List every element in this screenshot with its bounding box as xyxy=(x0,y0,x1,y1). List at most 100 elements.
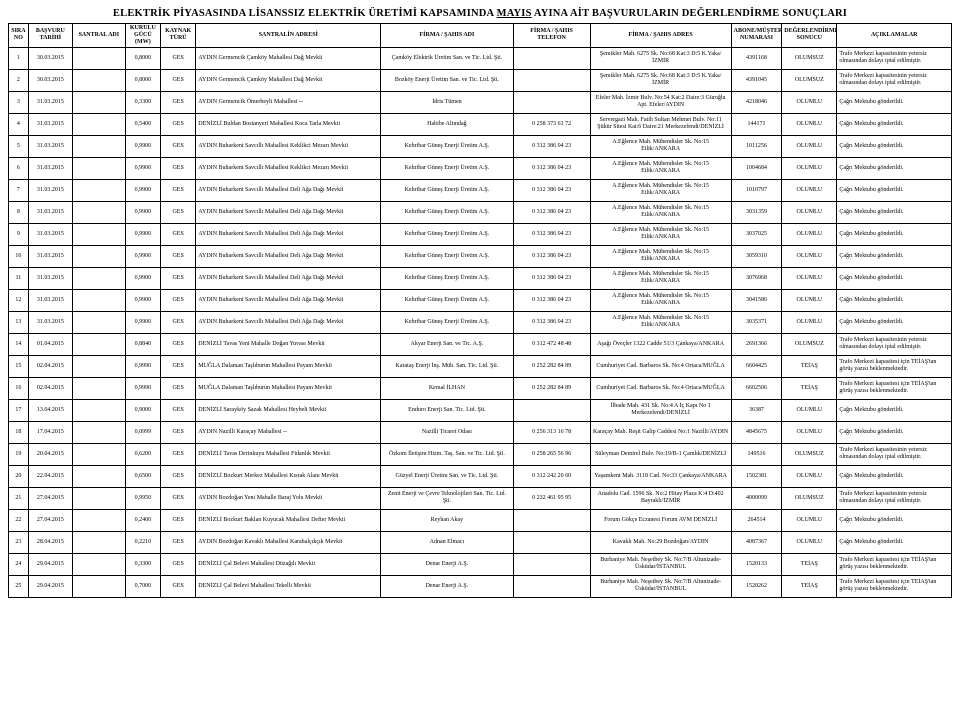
cell-abone: 6602506 xyxy=(731,377,782,399)
cell-abone: 4391045 xyxy=(731,69,782,91)
cell-acik: Çağrı Mektubu gönderildi. xyxy=(837,399,952,421)
cell-guc: 0,9900 xyxy=(125,245,160,267)
cell-guc: 0,0999 xyxy=(125,421,160,443)
cell-acik: Çağrı Mektubu gönderildi. xyxy=(837,179,952,201)
cell-sira: 10 xyxy=(9,245,29,267)
cell-tel xyxy=(513,91,590,113)
cell-fadres: Burhaniye Mah. Neşetbey Sk. No:7/B Altun… xyxy=(590,575,731,597)
cell-tarih: 31.03.2015 xyxy=(28,201,72,223)
cell-tel: 0 312 386 04 23 xyxy=(513,223,590,245)
cell-guc: 0,9000 xyxy=(125,399,160,421)
cell-tel: 0 312 386 04 23 xyxy=(513,157,590,179)
cell-abone: 149516 xyxy=(731,443,782,465)
cell-sonuc: OLUMLU xyxy=(782,113,837,135)
cell-tarih: 31.03.2015 xyxy=(28,157,72,179)
cell-sonuc: OLUMLU xyxy=(782,91,837,113)
h-guc: KURULU GÜCÜ (MW) xyxy=(125,24,160,48)
cell-guc: 0,3300 xyxy=(125,553,160,575)
table-row: 2429.04.20150,3300GESDENİZLİ Çal Belevi … xyxy=(9,553,952,575)
table-row: 2127.04.20150,9950GESAYDIN Bozdoğan Yeni… xyxy=(9,487,952,509)
cell-fadres: A.Eğlence Mah. Mühendisler Sk. No:15 Etl… xyxy=(590,179,731,201)
cell-santral xyxy=(72,179,125,201)
cell-guc: 0,9900 xyxy=(125,179,160,201)
cell-santral xyxy=(72,91,125,113)
cell-santral xyxy=(72,333,125,355)
cell-tarih: 22.04.2015 xyxy=(28,465,72,487)
cell-sira: 7 xyxy=(9,179,29,201)
cell-tur: GES xyxy=(161,575,196,597)
cell-firma: Kehribar Güneş Enerji Üretim A.Ş. xyxy=(381,157,513,179)
cell-guc: 0,9990 xyxy=(125,355,160,377)
cell-santral xyxy=(72,135,125,157)
cell-tur: GES xyxy=(161,135,196,157)
cell-tarih: 27.04.2015 xyxy=(28,487,72,509)
cell-tur: GES xyxy=(161,465,196,487)
cell-sira: 17 xyxy=(9,399,29,421)
cell-santral xyxy=(72,377,125,399)
cell-adres: AYDIN Buharkent Savcıllı Mahallesi Kekli… xyxy=(196,135,381,157)
cell-acik: Çağrı Mektubu gönderildi. xyxy=(837,509,952,531)
cell-sonuc: OLUMSUZ xyxy=(782,69,837,91)
cell-tarih: 28.04.2015 xyxy=(28,531,72,553)
cell-sira: 4 xyxy=(9,113,29,135)
cell-sira: 14 xyxy=(9,333,29,355)
cell-adres: DENİZLİ Çal Belevi Mahallesi Tekelli Mev… xyxy=(196,575,381,597)
table-row: 331.03.20150,3300GESAYDIN Germencik Ömer… xyxy=(9,91,952,113)
cell-tarih: 29.04.2015 xyxy=(28,553,72,575)
cell-adres: AYDIN Bozdoğan Kavaklı Mahallesi Karabal… xyxy=(196,531,381,553)
cell-adres: MUĞLA Dalaman Taşlıburun Mahallesi Payam… xyxy=(196,355,381,377)
cell-santral xyxy=(72,47,125,69)
cell-firma: Bozköy Enerji Üretim San. ve Tic. Ltd. Ş… xyxy=(381,69,513,91)
cell-adres: AYDIN Germencik Çamköy Mahallesi Dağ Mev… xyxy=(196,47,381,69)
cell-sonuc: OLUMSUZ xyxy=(782,443,837,465)
table-row: 1131.03.20150,9900GESAYDIN Buharkent Sav… xyxy=(9,267,952,289)
cell-tur: GES xyxy=(161,289,196,311)
cell-abone: 3035371 xyxy=(731,311,782,333)
cell-fadres: Kavaklı Mah. No:29 Bozdoğan/AYDIN xyxy=(590,531,731,553)
title-pre: ELEKTRİK PİYASASINDA LİSANSSIZ ELEKTRİK … xyxy=(113,8,497,19)
table-row: 731.03.20150,9900GESAYDIN Buharkent Savc… xyxy=(9,179,952,201)
cell-firma: Kemal İLHAN xyxy=(381,377,513,399)
cell-tur: GES xyxy=(161,179,196,201)
cell-firma: İdris Tümen xyxy=(381,91,513,113)
title-month: MAYIS xyxy=(497,8,532,19)
cell-adres: DENİZLİ Bozkurt Baklan Kuyucak Mahallesi… xyxy=(196,509,381,531)
cell-sonuc: OLUMLU xyxy=(782,465,837,487)
cell-firma: Kehribar Güneş Enerji Üretim A.Ş. xyxy=(381,245,513,267)
cell-adres: DENİZLİ Tavas Yeni Mahalle Doğan Yuvası … xyxy=(196,333,381,355)
cell-abone: 3041586 xyxy=(731,289,782,311)
cell-sonuc: OLUMLU xyxy=(782,135,837,157)
cell-tarih: 31.03.2015 xyxy=(28,135,72,157)
table-row: 1031.03.20150,9900GESAYDIN Buharkent Sav… xyxy=(9,245,952,267)
cell-tur: GES xyxy=(161,311,196,333)
cell-fadres: İlbade Mah. 431 Sk. No:4 A İç Kapı No 1 … xyxy=(590,399,731,421)
header-row: SIRA NO BAŞVURU TARİHİ SANTRAL ADI KURUL… xyxy=(9,24,952,48)
table-row: 1920.04.20150,6200GESDENİZLİ Tavas Derin… xyxy=(9,443,952,465)
cell-tarih: 30.03.2015 xyxy=(28,47,72,69)
cell-tarih: 31.03.2015 xyxy=(28,223,72,245)
cell-fadres: Karaçay Mah. Reşit Galip Caddesi No:1 Na… xyxy=(590,421,731,443)
table-row: 2529.04.20150,7000GESDENİZLİ Çal Belevi … xyxy=(9,575,952,597)
cell-tur: GES xyxy=(161,333,196,355)
cell-tel xyxy=(513,531,590,553)
cell-acik: Çağrı Mektubu gönderildi. xyxy=(837,91,952,113)
cell-sonuc: OLUMLU xyxy=(782,245,837,267)
cell-abone: 3037025 xyxy=(731,223,782,245)
h-firma: FİRMA / ŞAHIS ADI xyxy=(381,24,513,48)
cell-fadres: A.Eğlence Mah. Mühendisler Sk. No:15 Etl… xyxy=(590,267,731,289)
cell-sira: 1 xyxy=(9,47,29,69)
table-row: 1817.04.20150,0999GESAYDIN Nazilli Karaç… xyxy=(9,421,952,443)
table-row: 130.03.20150,8000GESAYDIN Germencik Çamk… xyxy=(9,47,952,69)
cell-adres: AYDIN Buharkent Savcıllı Mahallesi Deli … xyxy=(196,267,381,289)
cell-abone: 1010797 xyxy=(731,179,782,201)
cell-fadres: Aşağı Öveçler 1322 Cadde 51/3 Çankaya/AN… xyxy=(590,333,731,355)
cell-santral xyxy=(72,311,125,333)
cell-acik: Çağrı Mektubu gönderildi. xyxy=(837,113,952,135)
cell-guc: 0,9900 xyxy=(125,201,160,223)
cell-sonuc: OLUMLU xyxy=(782,267,837,289)
cell-fadres: Şemikler Mah. 6275 Sk. No:68 Kat:3 D:5 K… xyxy=(590,69,731,91)
cell-tarih: 27.04.2015 xyxy=(28,509,72,531)
cell-adres: DENİZLİ Tavas Derinkuyu Mahallesi Fidanl… xyxy=(196,443,381,465)
cell-sira: 12 xyxy=(9,289,29,311)
cell-fadres: Burhaniye Mah. Neşetbey Sk. No:7/B Altun… xyxy=(590,553,731,575)
